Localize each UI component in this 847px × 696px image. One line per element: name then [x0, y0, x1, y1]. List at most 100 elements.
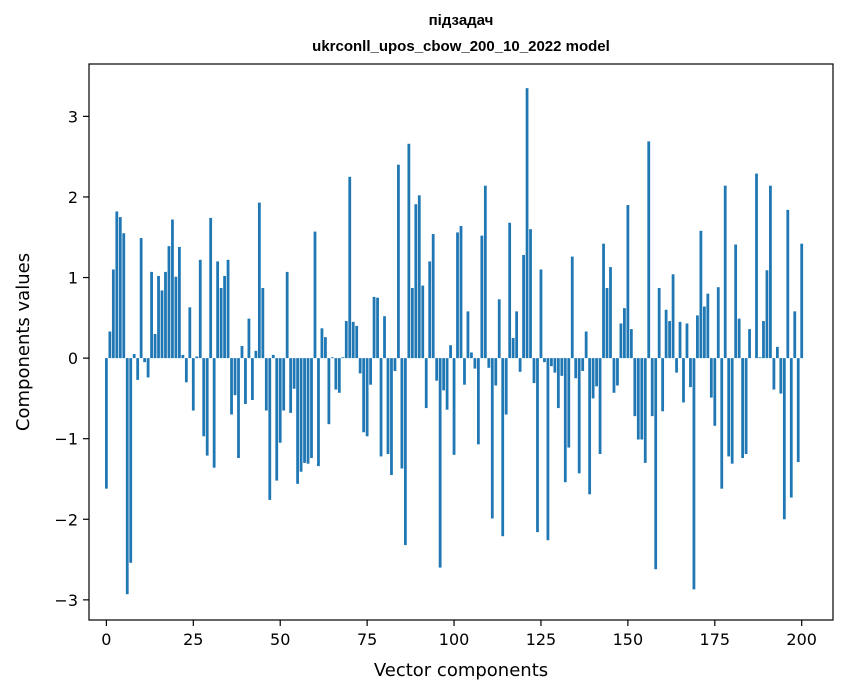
bar-98: [445, 358, 449, 410]
bar-192: [772, 358, 776, 390]
bar-80: [383, 316, 386, 359]
bar-3: [115, 211, 119, 359]
bar-45: [261, 288, 265, 359]
bar-72: [355, 325, 359, 359]
bar-142: [598, 358, 602, 455]
x-tick-label-100: 100: [439, 630, 470, 649]
bar-48: [271, 354, 275, 359]
bar-123: [532, 358, 536, 384]
bar-21: [178, 246, 181, 359]
bar-77: [372, 296, 376, 359]
bar-157: [650, 358, 654, 417]
bar-12: [146, 358, 150, 378]
x-tick-label-75: 75: [357, 630, 377, 649]
bar-180: [730, 358, 734, 464]
bar-7: [129, 358, 133, 563]
bar-200: [800, 243, 804, 359]
bar-9: [136, 358, 140, 380]
bar-41: [247, 318, 251, 359]
bar-118: [515, 311, 519, 359]
bar-19: [171, 219, 174, 359]
bar-97: [442, 358, 446, 391]
y-tick-label--2: −2: [54, 510, 78, 529]
bar-57: [303, 358, 306, 463]
x-tick-label-175: 175: [700, 630, 731, 649]
bar-14: [153, 333, 157, 359]
bar-71: [351, 321, 355, 359]
bar-93: [428, 261, 432, 359]
bar-78: [376, 297, 379, 359]
bar-29: [205, 358, 209, 456]
bar-126: [543, 358, 546, 363]
bar-56: [299, 358, 303, 472]
bar-33: [219, 288, 223, 359]
bar-67: [337, 358, 341, 393]
bar-66: [334, 358, 338, 390]
bar-31: [212, 358, 216, 468]
bar-189: [762, 321, 765, 359]
x-tick-label-50: 50: [270, 630, 290, 649]
bar-181: [734, 244, 738, 359]
bars-group: [104, 88, 804, 595]
bar-144: [605, 288, 609, 359]
bar-155: [643, 358, 647, 463]
bar-23: [184, 358, 188, 383]
x-axis-label: Vector components: [374, 660, 548, 681]
y-axis-ticks: −3 −2 −1 0 1 2 3: [54, 107, 89, 610]
bar-0: [104, 358, 108, 489]
bar-170: [696, 315, 699, 359]
bar-28: [202, 358, 206, 437]
bar-60: [313, 231, 317, 359]
bar-13: [150, 271, 153, 359]
bar-2: [111, 269, 115, 359]
bar-100: [452, 358, 456, 455]
bar-147: [616, 358, 619, 386]
bar-162: [668, 321, 671, 359]
bar-124: [536, 358, 539, 533]
bar-25: [191, 358, 195, 411]
bar-43: [254, 350, 258, 359]
bar-99: [449, 345, 452, 359]
bar-198: [793, 311, 797, 359]
bar-105: [470, 352, 473, 359]
bar-185: [748, 329, 751, 359]
bar-54: [292, 358, 296, 389]
bar-163: [671, 274, 675, 359]
bar-15: [157, 275, 160, 359]
bar-30: [209, 217, 213, 359]
bar-40: [244, 358, 247, 405]
bar-196: [786, 209, 790, 359]
bar-110: [487, 358, 491, 368]
bar-8: [132, 354, 136, 359]
bar-68: [341, 357, 345, 359]
bar-153: [636, 358, 640, 440]
bar-150: [626, 205, 630, 359]
bar-96: [438, 358, 442, 568]
bar-53: [289, 358, 293, 413]
bar-39: [240, 346, 244, 359]
bar-49: [275, 358, 279, 481]
bar-173: [706, 293, 710, 359]
bar-91: [421, 285, 425, 359]
bar-165: [678, 321, 682, 359]
bar-90: [417, 195, 421, 359]
bar-44: [257, 202, 261, 359]
bar-177: [720, 358, 724, 489]
bar-86: [403, 358, 407, 546]
bar-4: [118, 217, 122, 359]
bar-132: [563, 358, 567, 483]
bar-22: [181, 354, 185, 359]
bar-114: [501, 358, 505, 537]
bar-85: [400, 358, 404, 469]
chart-title-line1: підзадач: [429, 12, 494, 29]
x-tick-label-200: 200: [786, 630, 817, 649]
bar-108: [480, 235, 484, 359]
bar-160: [661, 358, 665, 412]
bar-34: [223, 275, 226, 359]
bar-47: [268, 358, 272, 500]
bar-27: [198, 259, 202, 359]
bar-197: [789, 358, 793, 498]
bar-125: [539, 269, 543, 359]
bar-117: [511, 337, 515, 359]
